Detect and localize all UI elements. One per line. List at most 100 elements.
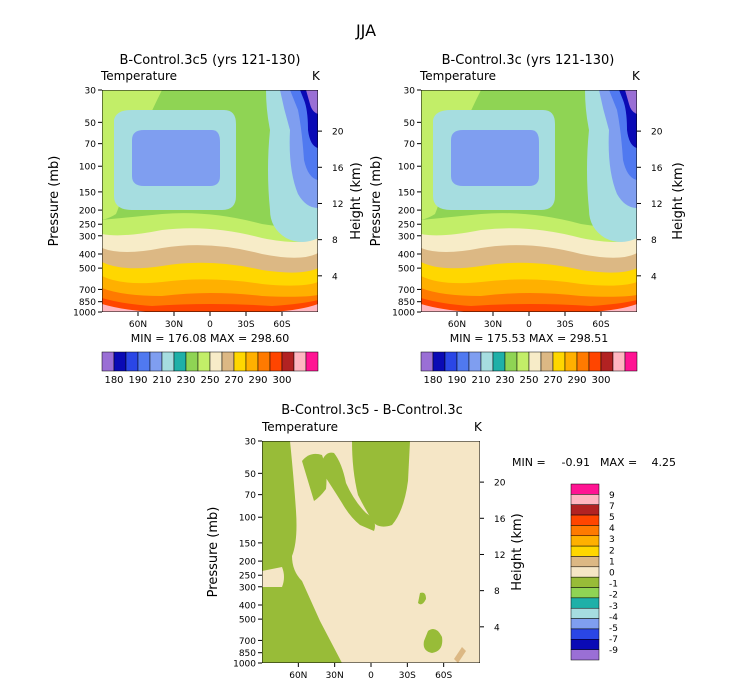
pressure-tick-label: 400 [239,601,256,611]
height-tick-label: 4 [332,272,338,282]
height-tick-label: 4 [651,272,657,282]
pressure-tick-label: 200 [239,558,256,568]
panel-right-title: B-Control.3c (yrs 121-130) [442,53,615,68]
panel-right: B-Control.3c (yrs 121-130) Temperature K… [369,53,686,386]
pressure-tick-label: 500 [239,616,256,626]
pressure-tick-label: 700 [398,286,415,296]
lat-tick-label: 0 [207,320,213,330]
colorbar-swatch [209,351,223,372]
pressure-tick-label: 300 [398,232,415,242]
pressure-tick-label: 300 [79,232,96,242]
panel-diff-max-value: 4.25 [652,456,677,469]
lat-tick-label: 30S [399,671,416,681]
diff-colorbar-label: 3 [609,535,615,545]
panel-diff-ylabel-right: Height (km) [510,513,525,590]
colorbar-swatch [600,351,614,372]
pressure-tick-label: 30 [404,87,416,97]
height-tick-label: 12 [651,200,662,210]
diff-colorbar-swatch [570,576,600,588]
lat-tick-label: 0 [368,671,374,681]
panel-diff-ylabel: Pressure (mb) [206,507,221,598]
colorbar-swatch [257,351,271,372]
lat-tick-label: 30N [326,671,344,681]
pressure-tick-label: 1000 [73,309,96,319]
panel-diff-max-label: MAX = [600,456,637,469]
colorbar-swatch [245,351,259,372]
panel-right-ylabel-right: Height (km) [671,162,686,239]
colorbar-swatch [432,351,446,372]
diff-colorbar-label: 7 [609,502,615,512]
colorbar-label: 180 [423,375,442,386]
panel-left-ylabel: Pressure (mb) [47,156,62,247]
colorbar-swatch [468,351,482,372]
pressure-tick-label: 150 [398,188,415,198]
pressure-tick-label: 30 [85,87,97,97]
pressure-tick-label: 700 [239,637,256,647]
colorbar-label: 250 [519,375,538,386]
pressure-tick-label: 700 [79,286,96,296]
lat-tick-label: 30N [484,320,502,330]
diff-colorbar-swatch [570,597,600,609]
panel-left-ylabel-right: Height (km) [349,162,364,239]
diff-colorbar-swatch [570,545,600,557]
colorbar-swatch [233,351,247,372]
panel-diff-units: K [474,420,483,434]
colorbar-swatch [456,351,470,372]
panel-diff-field [262,441,480,663]
colorbar-label: 210 [471,375,490,386]
colorbar-swatch [305,351,319,372]
panel-left: B-Control.3c5 (yrs 121-130) Temperature … [47,53,364,386]
height-tick-label: 16 [494,515,506,525]
pressure-tick-label: 250 [79,221,96,231]
field-band [418,592,426,605]
pressure-tick-label: 200 [79,207,96,217]
field-band [262,441,342,663]
colorbar-label: 230 [176,375,195,386]
pressure-tick-label: 50 [245,470,257,480]
pressure-tick-label: 400 [398,250,415,260]
pressure-tick-label: 30 [245,438,257,448]
pressure-tick-label: 850 [239,649,256,659]
panel-left-stats: MIN = 176.08 MAX = 298.60 [131,332,289,345]
lat-tick-label: 60N [129,320,147,330]
diff-colorbar-label: -2 [609,591,618,601]
pressure-tick-label: 150 [79,188,96,198]
field-band [322,452,375,531]
field-band [306,90,318,114]
colorbar-label: 190 [447,375,466,386]
diff-colorbar-label: -7 [609,635,618,645]
colorbar-swatch [269,351,283,372]
height-tick-label: 12 [332,200,343,210]
pressure-tick-label: 70 [404,140,416,150]
pressure-tick-label: 150 [239,539,256,549]
colorbar-swatch [540,351,554,372]
diff-colorbar-swatch [570,618,600,630]
panel-diff-title: B-Control.3c5 - B-Control.3c [281,403,463,418]
height-tick-label: 8 [332,236,338,246]
pressure-tick-label: 70 [85,140,97,150]
panel-diff: B-Control.3c5 - B-Control.3c Temperature… [206,403,676,681]
field-band [352,441,410,527]
diff-colorbar-swatch [570,587,600,599]
panel-right-stats: MIN = 175.53 MAX = 298.51 [450,332,608,345]
colorbar-label: 270 [224,375,243,386]
colorbar-swatch [420,351,434,372]
height-tick-label: 16 [651,164,663,174]
diff-colorbar-label: -5 [609,624,618,634]
pressure-tick-label: 1000 [392,309,415,319]
colorbar-swatch [185,351,199,372]
height-tick-label: 4 [494,623,500,633]
colorbar-swatch [564,351,578,372]
lat-tick-label: 0 [526,320,532,330]
lat-tick-label: 60S [273,320,290,330]
field-band [302,453,327,501]
diff-colorbar-swatch [570,566,600,578]
colorbar-label: 250 [200,375,219,386]
lat-tick-label: 60N [289,671,307,681]
colorbar-label: 290 [567,375,586,386]
pressure-tick-label: 50 [85,119,97,129]
diff-colorbar-swatch [570,504,600,516]
colorbar-swatch [504,351,518,372]
